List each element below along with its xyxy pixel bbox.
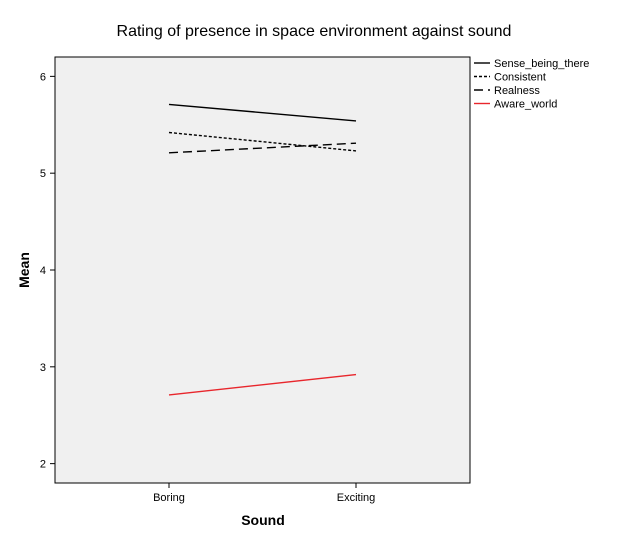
y-axis: 2 3 4 5 6 [40, 71, 55, 471]
series-line-sense-being-there [168, 103, 357, 122]
x-tick-label: Exciting [337, 492, 376, 504]
legend-label: Consistent [494, 72, 546, 84]
y-tick-label: 6 [40, 71, 46, 83]
x-axis-title: Sound [241, 512, 285, 528]
series-line-realness [168, 142, 357, 154]
y-tick-label: 4 [40, 265, 46, 277]
series-lines [168, 103, 357, 396]
y-axis-title: Mean [16, 252, 32, 288]
series-line-aware-world [168, 373, 357, 396]
legend-label: Sense_being_there [494, 58, 589, 70]
x-tick-label: Boring [153, 492, 185, 504]
chart-title: Rating of presence in space environment … [117, 23, 512, 40]
x-axis: Boring Exciting [153, 483, 375, 504]
legend-label: Aware_world [494, 99, 557, 111]
y-tick-label: 5 [40, 168, 46, 180]
y-tick-label: 3 [40, 362, 46, 374]
series-line-consistent [168, 131, 357, 152]
legend-label: Realness [494, 85, 540, 97]
y-tick-label: 2 [40, 459, 46, 471]
plot-area [54, 56, 471, 484]
